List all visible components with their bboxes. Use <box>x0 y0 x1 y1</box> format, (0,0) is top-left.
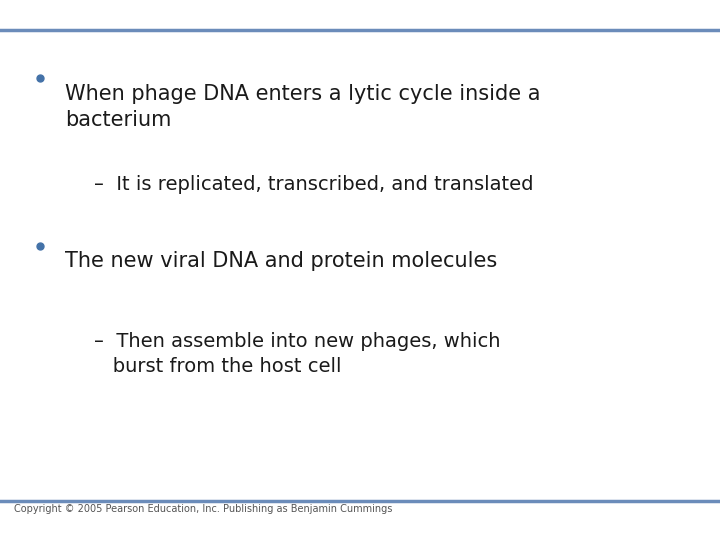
Text: The new viral DNA and protein molecules: The new viral DNA and protein molecules <box>65 251 497 271</box>
Text: –  Then assemble into new phages, which
   burst from the host cell: – Then assemble into new phages, which b… <box>94 332 500 376</box>
Text: –  It is replicated, transcribed, and translated: – It is replicated, transcribed, and tra… <box>94 176 533 194</box>
Text: When phage DNA enters a lytic cycle inside a
bacterium: When phage DNA enters a lytic cycle insi… <box>65 84 540 130</box>
Text: Copyright © 2005 Pearson Education, Inc. Publishing as Benjamin Cummings: Copyright © 2005 Pearson Education, Inc.… <box>14 504 393 514</box>
